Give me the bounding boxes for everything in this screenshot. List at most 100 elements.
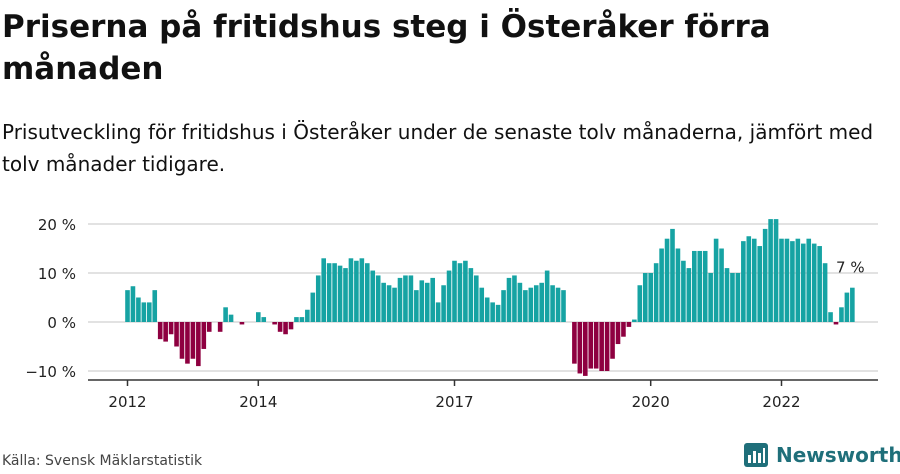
bar [196,322,201,367]
bar [130,286,136,322]
bar [424,282,430,322]
bar [599,322,604,371]
bar [337,265,343,322]
bar [686,268,692,322]
bar [555,287,561,322]
bar [370,270,376,322]
bar [533,285,539,322]
bar [157,322,163,340]
bar [228,314,234,322]
bar [806,238,812,322]
bar [206,322,212,332]
bar [822,263,828,322]
bar [223,307,228,322]
x-axis [88,379,878,386]
bar [724,268,730,322]
bar [435,302,441,322]
bar-chart-logo-icon [744,443,768,467]
bar [299,317,305,322]
bar [648,273,653,322]
y-tick-label: 20 % [38,216,76,234]
bar [730,273,735,322]
bar [354,260,359,322]
bar [828,312,833,322]
bar [125,290,130,322]
bar [637,285,643,322]
bar [512,275,517,322]
bar [239,322,245,325]
bar-chart: 20 % 10 % 0 % −10 % 2012 2014 2017 2020 2022 7 % [25,216,878,411]
bar [321,258,326,322]
bar [626,322,632,327]
bar [365,263,370,322]
bar [452,260,457,322]
bar [305,309,310,322]
bar [277,322,283,332]
bar [670,228,675,322]
bar [795,238,801,322]
bar [201,322,207,349]
bar [217,322,223,332]
bar [326,263,332,322]
bar [261,317,267,322]
bar [168,322,174,335]
bar [528,287,534,322]
bar [484,297,490,322]
bar [708,273,713,322]
bar [343,268,348,322]
x-tick-label: 2017 [435,393,473,411]
bar [762,228,768,322]
bar [681,260,686,322]
bar [583,322,588,376]
bar [523,290,528,322]
bar [457,263,463,322]
bar [348,258,354,322]
x-tick-label: 2020 [632,393,670,411]
bar [408,275,414,322]
y-tick-label: 10 % [38,265,76,283]
bar [152,290,158,322]
bar [332,263,337,322]
bar [468,268,474,322]
bar [163,322,168,342]
bar [479,287,485,322]
bar [604,322,610,371]
bar [801,243,806,322]
bar [403,275,408,322]
bar [621,322,626,337]
bar [174,322,179,347]
bar [147,302,152,322]
bar [653,263,659,322]
bar [615,322,621,345]
x-tick-label: 2022 [762,393,800,411]
bar [392,287,397,322]
bar [741,241,746,322]
chart-title: Priserna på fritidshus steg i Österåker … [2,9,771,87]
bar [544,270,550,322]
bar [550,285,555,322]
bar [430,277,435,322]
bar [185,322,190,364]
bar [642,273,648,322]
bar [490,302,495,322]
x-tick-label: 2014 [239,393,277,411]
bar [593,322,599,369]
bar [746,236,752,322]
bar [588,322,594,369]
bar [817,246,822,322]
bar [288,322,294,330]
bar [315,275,321,322]
bar [790,241,795,322]
bar [735,273,741,322]
bar [784,238,790,322]
bar [561,290,566,322]
bar [446,270,452,322]
bar [375,275,381,322]
bar [811,243,817,322]
brand-logo[interactable]: Newsworthy [744,440,900,470]
bar [844,292,850,322]
bar [697,250,703,322]
bar [517,282,523,322]
chart-subtitle: Prisutveckling för fritidshus i Österåke… [2,120,874,176]
bar [768,219,773,322]
